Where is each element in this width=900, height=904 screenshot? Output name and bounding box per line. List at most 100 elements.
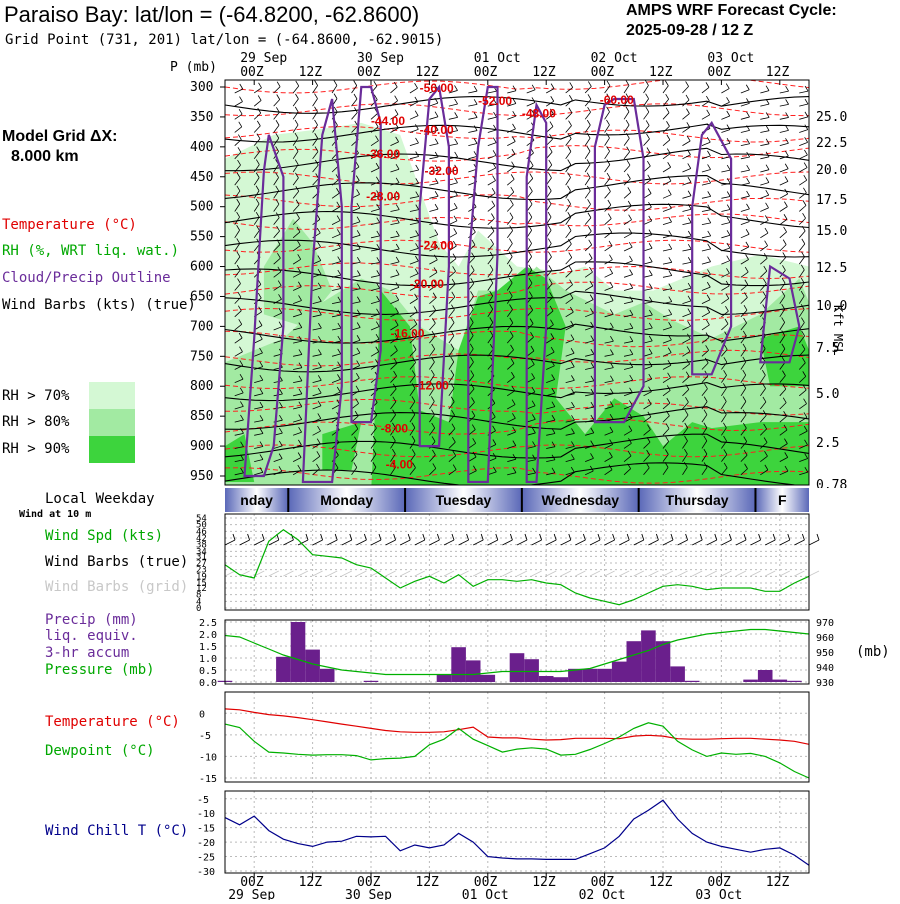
wind-barb-feather <box>414 110 419 116</box>
precip-tick: 0.0 <box>199 678 217 689</box>
surface-wind-barb-feather <box>363 533 367 541</box>
wind-barb-feather <box>726 230 731 236</box>
wind-barb-feather <box>804 453 809 459</box>
wind-barb <box>234 256 241 265</box>
wind-barb-feather <box>489 277 494 284</box>
wind-barb-feather <box>628 214 632 220</box>
wind-barb-feather <box>590 401 595 408</box>
wind-barb <box>604 259 613 265</box>
cloud-outline <box>525 101 548 484</box>
wind-barb-feather <box>353 93 358 100</box>
wind-barb-feather <box>765 112 770 118</box>
wind-barb <box>390 100 398 107</box>
wind-barb-feather <box>781 343 786 350</box>
forecast-cycle-value: 2025-09-28 / 12 Z <box>626 22 754 39</box>
wind-barb <box>585 393 595 397</box>
wind-barb <box>448 90 458 94</box>
weekday-mask-right <box>809 488 900 512</box>
wind-barb <box>546 419 556 423</box>
precip-bar <box>772 679 788 682</box>
wind-barb-feather <box>784 163 789 169</box>
kft-tick-label: 12.5 <box>816 261 847 276</box>
wind-barb-feather <box>667 347 672 353</box>
wind-barb-feather <box>607 213 612 219</box>
wind-barb-feather <box>645 80 649 86</box>
wind-barb-feather <box>784 188 789 195</box>
wind-barb <box>584 258 593 265</box>
wind-barb-feather <box>666 397 671 404</box>
wind-barb <box>682 351 691 357</box>
wind-barb-feather <box>668 216 672 223</box>
wind-barb-feather <box>687 308 692 314</box>
wind-barb <box>643 366 653 370</box>
wind-barb-feather <box>646 133 650 140</box>
wind-barb-feather <box>550 108 554 115</box>
wind-barb <box>468 429 476 436</box>
wind-barb-feather <box>392 422 396 428</box>
wind-barb <box>468 155 478 160</box>
wind-barb <box>370 274 380 278</box>
bottom-time-label: 12Z <box>649 875 673 890</box>
wind-barb <box>351 301 361 305</box>
wind-barb-feather <box>259 467 264 473</box>
surface-wind-barb <box>385 539 396 546</box>
temperature-tick: -10 <box>199 752 217 763</box>
wind-barb <box>565 325 574 331</box>
wind-barb-feather <box>451 278 456 285</box>
wind-barb <box>623 192 632 199</box>
wind-barb <box>390 222 400 226</box>
wind-barb <box>701 414 708 423</box>
wind-barb <box>487 129 497 133</box>
wind-barb <box>701 401 708 410</box>
wind-barb-feather <box>434 151 439 158</box>
wind-barb <box>273 326 283 331</box>
wind-barb <box>293 354 303 357</box>
wind-barb <box>312 418 321 423</box>
wind-barb-feather <box>240 428 244 434</box>
wind-barb-feather <box>684 422 689 429</box>
wind-barb <box>507 376 515 383</box>
wind-barb <box>429 195 439 199</box>
wind-barb <box>604 231 612 239</box>
wind-barb-feather <box>295 93 299 100</box>
isotherm-line <box>225 330 809 348</box>
wind-barb <box>584 124 591 133</box>
wind-barb-feather <box>567 225 572 231</box>
grid-wind-barb <box>224 570 236 577</box>
wind-barb-feather <box>337 335 342 342</box>
wind-barb <box>779 335 786 344</box>
wind-barb-feather <box>415 191 420 197</box>
wind-barb-feather <box>801 357 806 364</box>
wind-barb-feather <box>629 362 634 368</box>
precip-bar <box>757 670 773 682</box>
wind-barb-feather <box>236 264 241 271</box>
wind-barb <box>526 114 535 120</box>
temperature-tick: 0 <box>199 709 205 720</box>
wind-barb <box>662 261 672 265</box>
wind-barb <box>682 99 690 107</box>
wind-barb-feather <box>491 213 495 219</box>
wind-barb-feather <box>606 132 610 139</box>
wind-barb <box>331 366 341 370</box>
wind-barb <box>604 393 614 397</box>
wind-barb-feather <box>279 414 283 421</box>
surface-wind-barb-feather <box>568 533 572 541</box>
wind-barb-feather <box>683 462 688 468</box>
wind-barb <box>254 393 264 397</box>
wind-barb-feather <box>473 85 478 92</box>
surface-wind-barb <box>458 539 469 546</box>
wind-barb <box>740 284 749 291</box>
wind-barb-feather <box>763 253 768 259</box>
weekday-name: Monday <box>320 492 373 508</box>
surface-wind-barb <box>239 539 250 546</box>
wind-barb-feather <box>645 462 650 469</box>
wind-barb-feather <box>551 401 556 407</box>
surface-wind-barb-feather <box>407 533 411 541</box>
wind-barb-feather <box>489 330 494 336</box>
pressure-unit: (mb) <box>856 644 890 660</box>
wind-barb-feather <box>782 239 787 245</box>
wind-barb <box>390 453 396 462</box>
wind-barb-feather <box>238 332 243 339</box>
wind-barb-feather <box>297 281 302 287</box>
wind-barb <box>584 285 594 291</box>
